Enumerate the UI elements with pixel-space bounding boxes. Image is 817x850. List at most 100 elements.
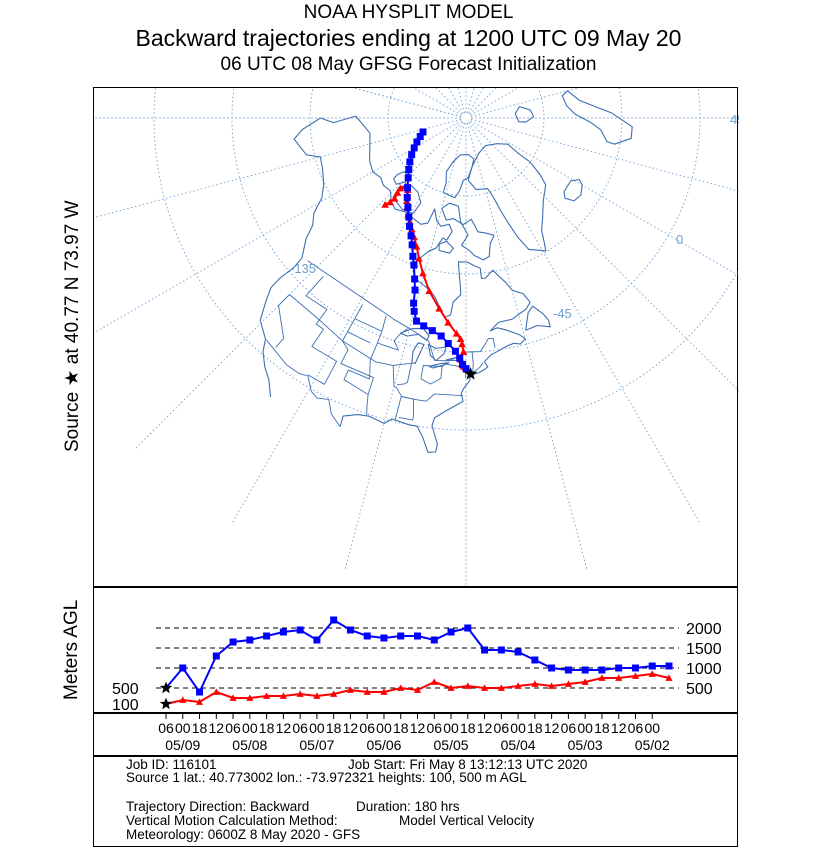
profile-marker bbox=[615, 664, 623, 672]
state-border bbox=[420, 365, 443, 385]
hour-label: 12 bbox=[209, 720, 225, 736]
profile-marker bbox=[497, 646, 505, 654]
trajectory-marker bbox=[411, 275, 419, 283]
trajectory-duration: Duration: 180 hrs bbox=[356, 799, 460, 814]
profile-marker bbox=[397, 632, 405, 640]
coastline bbox=[339, 160, 531, 453]
y-tick-label: 1500 bbox=[686, 641, 722, 658]
date-label: 05/08 bbox=[232, 737, 267, 753]
trajectory-marker bbox=[456, 354, 464, 362]
parallel-line bbox=[153, 88, 739, 431]
trajectory-marker bbox=[404, 203, 412, 211]
profile-marker bbox=[598, 666, 606, 674]
hour-label: 06 bbox=[292, 720, 308, 736]
y-tick-label: 1000 bbox=[686, 661, 722, 678]
state-border bbox=[396, 363, 413, 386]
trajectory-marker bbox=[381, 200, 389, 208]
profile-marker bbox=[380, 688, 388, 695]
date-label: 05/06 bbox=[366, 737, 401, 753]
meridian-line bbox=[468, 122, 701, 524]
trajectory-marker bbox=[444, 340, 452, 348]
date-label: 05/04 bbox=[501, 737, 536, 753]
trajectory-marker bbox=[425, 287, 434, 294]
date-label: 05/09 bbox=[165, 737, 200, 753]
trajectory-marker bbox=[410, 299, 418, 307]
state-border bbox=[393, 328, 408, 351]
meridian-line bbox=[457, 88, 466, 114]
meridian-line bbox=[352, 88, 462, 118]
profile-marker bbox=[413, 686, 422, 693]
profile-marker bbox=[648, 670, 656, 677]
hour-label: 12 bbox=[410, 720, 426, 736]
trajectory-marker bbox=[412, 317, 420, 325]
profile-marker bbox=[631, 664, 639, 672]
profile-marker bbox=[631, 672, 640, 679]
coastline bbox=[411, 342, 425, 364]
profile-marker bbox=[464, 682, 472, 689]
profile-marker bbox=[480, 684, 489, 691]
profile-marker bbox=[665, 662, 673, 670]
header-title: NOAA HYSPLIT MODEL bbox=[303, 2, 514, 23]
profile-marker bbox=[581, 666, 589, 674]
trajectory-map: -135 -45 0 45 bbox=[93, 87, 739, 587]
meridian-line bbox=[94, 118, 462, 219]
job-start: Job Start: Fri May 8 13:12:13 UTC 2020 bbox=[348, 757, 588, 772]
trajectory-marker bbox=[415, 254, 423, 262]
profile-marker bbox=[414, 632, 421, 640]
trajectory-marker bbox=[406, 222, 414, 230]
trajectory-marker bbox=[409, 252, 417, 260]
state-border bbox=[275, 294, 290, 348]
y-tick-label: 500 bbox=[686, 681, 713, 698]
state-border bbox=[354, 318, 383, 332]
trajectory-marker bbox=[419, 269, 427, 277]
profile-marker bbox=[179, 664, 187, 672]
trajectory-marker bbox=[410, 144, 418, 152]
state-border bbox=[347, 331, 371, 344]
meridian-line bbox=[466, 122, 588, 571]
trajectory-marker bbox=[396, 184, 405, 192]
hour-label: 12 bbox=[477, 720, 493, 736]
meridian-line bbox=[448, 88, 464, 114]
coastline bbox=[438, 240, 454, 254]
graticule bbox=[94, 88, 739, 586]
profile-marker bbox=[195, 698, 204, 705]
profile-marker bbox=[279, 692, 287, 699]
graticule-label: 0 bbox=[676, 232, 683, 247]
profile-marker bbox=[296, 690, 304, 697]
coastline bbox=[561, 90, 633, 145]
hour-label: 18 bbox=[326, 720, 342, 736]
coastlines bbox=[259, 90, 633, 453]
profile-marker bbox=[363, 632, 371, 640]
hour-label: 00 bbox=[443, 720, 459, 736]
hour-label: 06 bbox=[426, 720, 442, 736]
trajectory-marker bbox=[390, 194, 399, 202]
profile-marker bbox=[615, 674, 623, 681]
state-border bbox=[307, 260, 394, 320]
meridian-line bbox=[352, 88, 462, 118]
hour-label: 18 bbox=[192, 720, 208, 736]
meridian-line bbox=[435, 88, 463, 115]
hour-label: 00 bbox=[242, 720, 258, 736]
profile-marker bbox=[581, 678, 589, 685]
trajectory-marker bbox=[419, 128, 427, 136]
hour-label: 18 bbox=[460, 720, 476, 736]
meridian-line bbox=[231, 122, 464, 524]
profile-marker bbox=[212, 688, 220, 695]
graticule-label: 45 bbox=[730, 112, 739, 127]
trajectory-marker bbox=[404, 184, 412, 192]
meridian-line bbox=[468, 88, 484, 114]
state-border bbox=[289, 294, 412, 366]
job-id: Job ID: 116101 bbox=[126, 757, 217, 772]
profile-marker bbox=[263, 632, 271, 640]
source-star bbox=[159, 697, 173, 710]
profile-marker bbox=[330, 690, 338, 697]
state-border bbox=[305, 276, 338, 385]
profile-marker bbox=[481, 646, 489, 654]
trajectory-marker bbox=[435, 304, 444, 312]
meridian-line bbox=[344, 122, 466, 571]
meridian-line bbox=[94, 120, 462, 334]
profile-marker bbox=[246, 694, 254, 701]
hour-label: 12 bbox=[276, 720, 292, 736]
parallel-line bbox=[387, 88, 545, 197]
profile-marker bbox=[514, 648, 522, 656]
